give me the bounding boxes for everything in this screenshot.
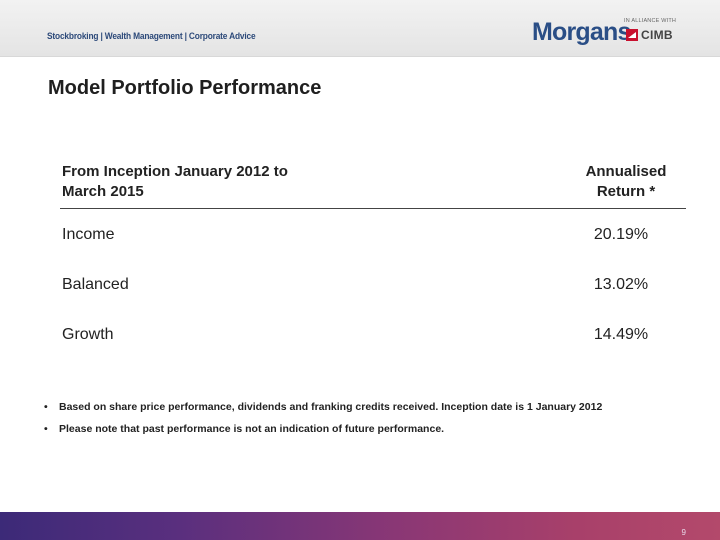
footnote-item: • Please note that past performance is n… [44, 423, 704, 445]
table-header-row: From Inception January 2012 to March 201… [60, 162, 686, 209]
footer-band: 9 [0, 512, 720, 540]
bullet-icon: • [44, 401, 48, 413]
footnote-text: Please note that past performance is not… [59, 423, 445, 435]
table-row: Balanced 13.02% [60, 259, 686, 309]
portfolio-return: 13.02% [593, 276, 649, 293]
header-band: Stockbroking | Wealth Management | Corpo… [0, 0, 720, 57]
logo-alliance-text: IN ALLIANCE WITH [624, 18, 677, 24]
portfolio-name: Growth [62, 326, 114, 343]
table-row: Income 20.19% [60, 209, 686, 259]
header-period-line2: March 2015 [62, 183, 144, 200]
table-row: Growth 14.49% [60, 309, 686, 359]
logo-partner-text: CIMB [641, 28, 673, 42]
footnote-text: Based on share price performance, divide… [59, 401, 603, 413]
header-return: Annualised Return * [546, 162, 706, 202]
portfolio-return: 14.49% [593, 326, 649, 343]
footnotes: • Based on share price performance, divi… [44, 401, 704, 445]
portfolio-name: Balanced [62, 276, 129, 293]
cimb-mark-icon [626, 29, 638, 41]
header-tagline: Stockbroking | Wealth Management | Corpo… [47, 31, 256, 42]
portfolio-name: Income [62, 226, 115, 243]
header-period-line1: From Inception January 2012 to [62, 163, 288, 180]
header-return-line1: Annualised [585, 163, 667, 180]
portfolio-return: 20.19% [593, 226, 649, 243]
header-return-line2: Return * [596, 183, 656, 200]
morgans-cimb-logo: Morgans IN ALLIANCE WITH CIMB [532, 14, 682, 50]
header-period: From Inception January 2012 to March 201… [62, 162, 362, 202]
page-title: Model Portfolio Performance [48, 77, 322, 99]
logo-brand-text: Morgans [532, 18, 631, 46]
bullet-icon: • [44, 423, 48, 435]
page-number: 9 [681, 528, 686, 537]
performance-table: From Inception January 2012 to March 201… [60, 162, 686, 359]
footnote-item: • Based on share price performance, divi… [44, 401, 704, 423]
